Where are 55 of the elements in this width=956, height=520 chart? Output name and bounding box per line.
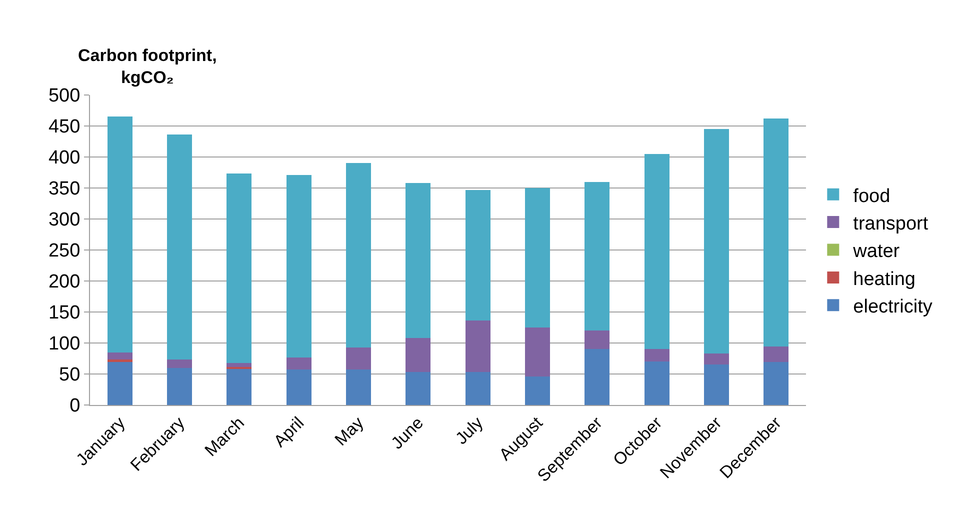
- bar: [644, 349, 670, 362]
- y-tick-label: 500: [48, 86, 80, 107]
- y-tick-label: 50: [59, 364, 80, 386]
- bar: [704, 129, 730, 354]
- bar: [226, 368, 252, 405]
- bar: [524, 328, 550, 376]
- bar: [226, 362, 252, 368]
- bar: [764, 362, 789, 405]
- bar: [166, 368, 192, 405]
- legend-label: water: [852, 241, 900, 262]
- bar: [346, 163, 372, 348]
- bar: [107, 362, 132, 405]
- bar: [704, 354, 730, 365]
- bar: [465, 190, 490, 321]
- bar: [764, 118, 789, 347]
- bar: [406, 183, 431, 338]
- bar: [346, 347, 372, 370]
- bar: [704, 364, 730, 405]
- legend-label: heating: [853, 268, 916, 290]
- x-tick-label: May: [331, 412, 368, 450]
- x-tick-label: July: [452, 412, 488, 448]
- y-tick-label: 400: [48, 148, 80, 169]
- bar: [764, 346, 789, 362]
- chart-title: Carbon footprint, kgCO₂: [78, 46, 217, 88]
- y-tick-label: 100: [48, 334, 80, 355]
- bar: [286, 174, 312, 358]
- bar: [286, 370, 312, 405]
- bar: [584, 182, 610, 331]
- bar: [107, 116, 132, 352]
- legend-label: electricity: [853, 296, 933, 318]
- y-tick-label: 450: [48, 116, 80, 138]
- bar: [465, 320, 490, 372]
- bar: [524, 376, 550, 405]
- y-tick-label: 300: [48, 210, 80, 231]
- y-tick-label: 150: [48, 302, 80, 324]
- bar: [465, 372, 490, 405]
- bar: [644, 362, 670, 405]
- bar: [226, 174, 252, 363]
- legend-label: food: [853, 186, 890, 207]
- bar: [644, 154, 670, 350]
- legend-label: transport: [853, 213, 929, 234]
- bar: [524, 188, 550, 328]
- bar: [286, 357, 312, 370]
- bar: [584, 330, 610, 350]
- bar: [166, 134, 192, 360]
- bar: [584, 349, 610, 405]
- y-tick-label: 250: [48, 240, 80, 262]
- bar: [107, 352, 132, 360]
- y-tick-label: 350: [48, 178, 80, 200]
- bar: [406, 372, 431, 405]
- bar: [346, 370, 372, 405]
- bar: [406, 338, 431, 372]
- bar: [166, 360, 192, 368]
- y-tick-label: 0: [70, 396, 80, 417]
- y-tick-label: 200: [48, 272, 80, 293]
